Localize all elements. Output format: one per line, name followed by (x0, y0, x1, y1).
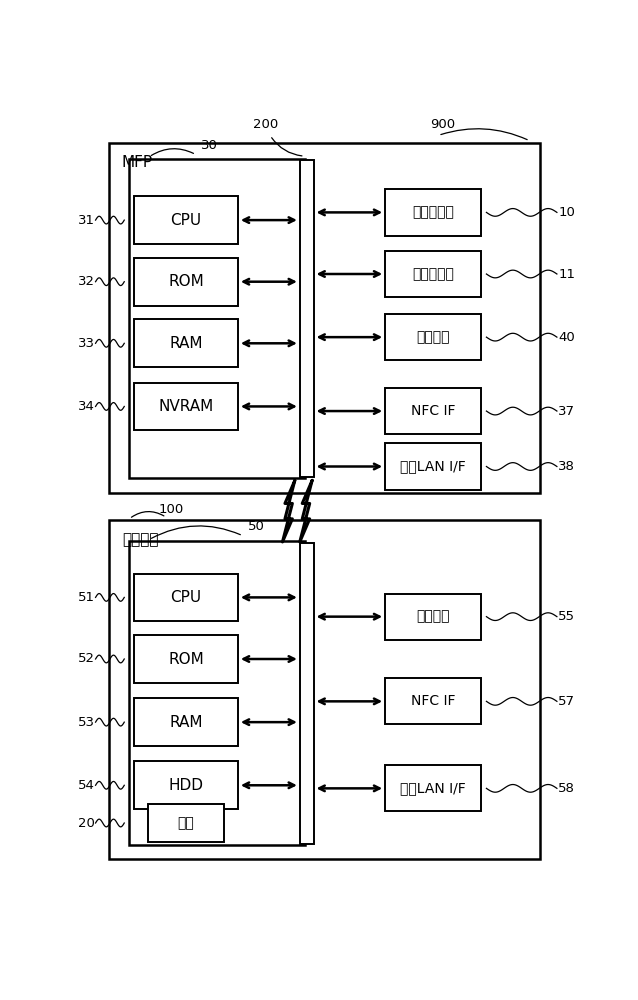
Text: 38: 38 (558, 460, 575, 473)
Text: 52: 52 (78, 652, 94, 666)
Text: 32: 32 (78, 275, 94, 288)
Text: 57: 57 (558, 695, 575, 708)
Bar (134, 258, 238, 306)
Text: ROM: ROM (168, 274, 204, 289)
Text: 50: 50 (248, 520, 265, 533)
Text: HDD: HDD (168, 778, 204, 793)
Bar (385, 388, 482, 434)
Bar (385, 594, 482, 640)
Text: 200: 200 (253, 118, 278, 131)
Bar (129, 541, 305, 845)
Text: ROM: ROM (168, 652, 204, 666)
Bar (134, 574, 238, 621)
Bar (134, 635, 238, 683)
Bar (134, 196, 238, 244)
Text: CPU: CPU (170, 590, 202, 605)
Bar (134, 698, 238, 746)
Text: 55: 55 (558, 610, 575, 623)
Text: 900: 900 (431, 118, 456, 131)
Text: 53: 53 (78, 716, 94, 729)
Text: RAM: RAM (169, 715, 203, 730)
Text: MFP: MFP (122, 155, 153, 170)
Bar (134, 383, 238, 430)
Text: NFC IF: NFC IF (411, 694, 456, 708)
Text: 图像形成部: 图像形成部 (412, 205, 454, 219)
Bar (134, 319, 238, 367)
Bar (385, 189, 482, 235)
Text: 操作面板: 操作面板 (417, 330, 450, 344)
Text: 应用: 应用 (177, 816, 195, 830)
Text: 11: 11 (558, 267, 575, 280)
Text: 10: 10 (558, 206, 575, 219)
Bar (148, 804, 225, 842)
Text: 31: 31 (78, 214, 94, 227)
Text: 30: 30 (201, 139, 218, 152)
Bar (134, 761, 238, 809)
Text: 无线LAN I/F: 无线LAN I/F (401, 781, 466, 795)
Bar (110, 143, 540, 493)
Text: 操作面板: 操作面板 (417, 610, 450, 624)
Text: RAM: RAM (169, 336, 203, 351)
Bar (385, 251, 482, 297)
Bar (110, 520, 540, 859)
Text: 51: 51 (78, 591, 94, 604)
Text: 54: 54 (78, 779, 94, 792)
Text: CPU: CPU (170, 213, 202, 228)
Text: 20: 20 (78, 817, 94, 830)
Text: 40: 40 (558, 331, 575, 344)
Text: 移动装置: 移动装置 (122, 532, 158, 547)
Text: 33: 33 (78, 337, 94, 350)
Text: 37: 37 (558, 405, 575, 418)
Bar (129, 158, 305, 478)
Bar (300, 543, 314, 844)
Bar (385, 678, 482, 724)
Text: 图像读取部: 图像读取部 (412, 267, 454, 281)
Bar (385, 443, 482, 490)
Bar (385, 314, 482, 360)
Bar (385, 765, 482, 811)
Text: 100: 100 (159, 503, 184, 516)
Bar (300, 160, 314, 477)
Text: 34: 34 (78, 400, 94, 413)
Text: 无线LAN I/F: 无线LAN I/F (401, 460, 466, 474)
Text: NFC IF: NFC IF (411, 404, 456, 418)
Text: NVRAM: NVRAM (158, 399, 214, 414)
Text: 58: 58 (558, 782, 575, 795)
